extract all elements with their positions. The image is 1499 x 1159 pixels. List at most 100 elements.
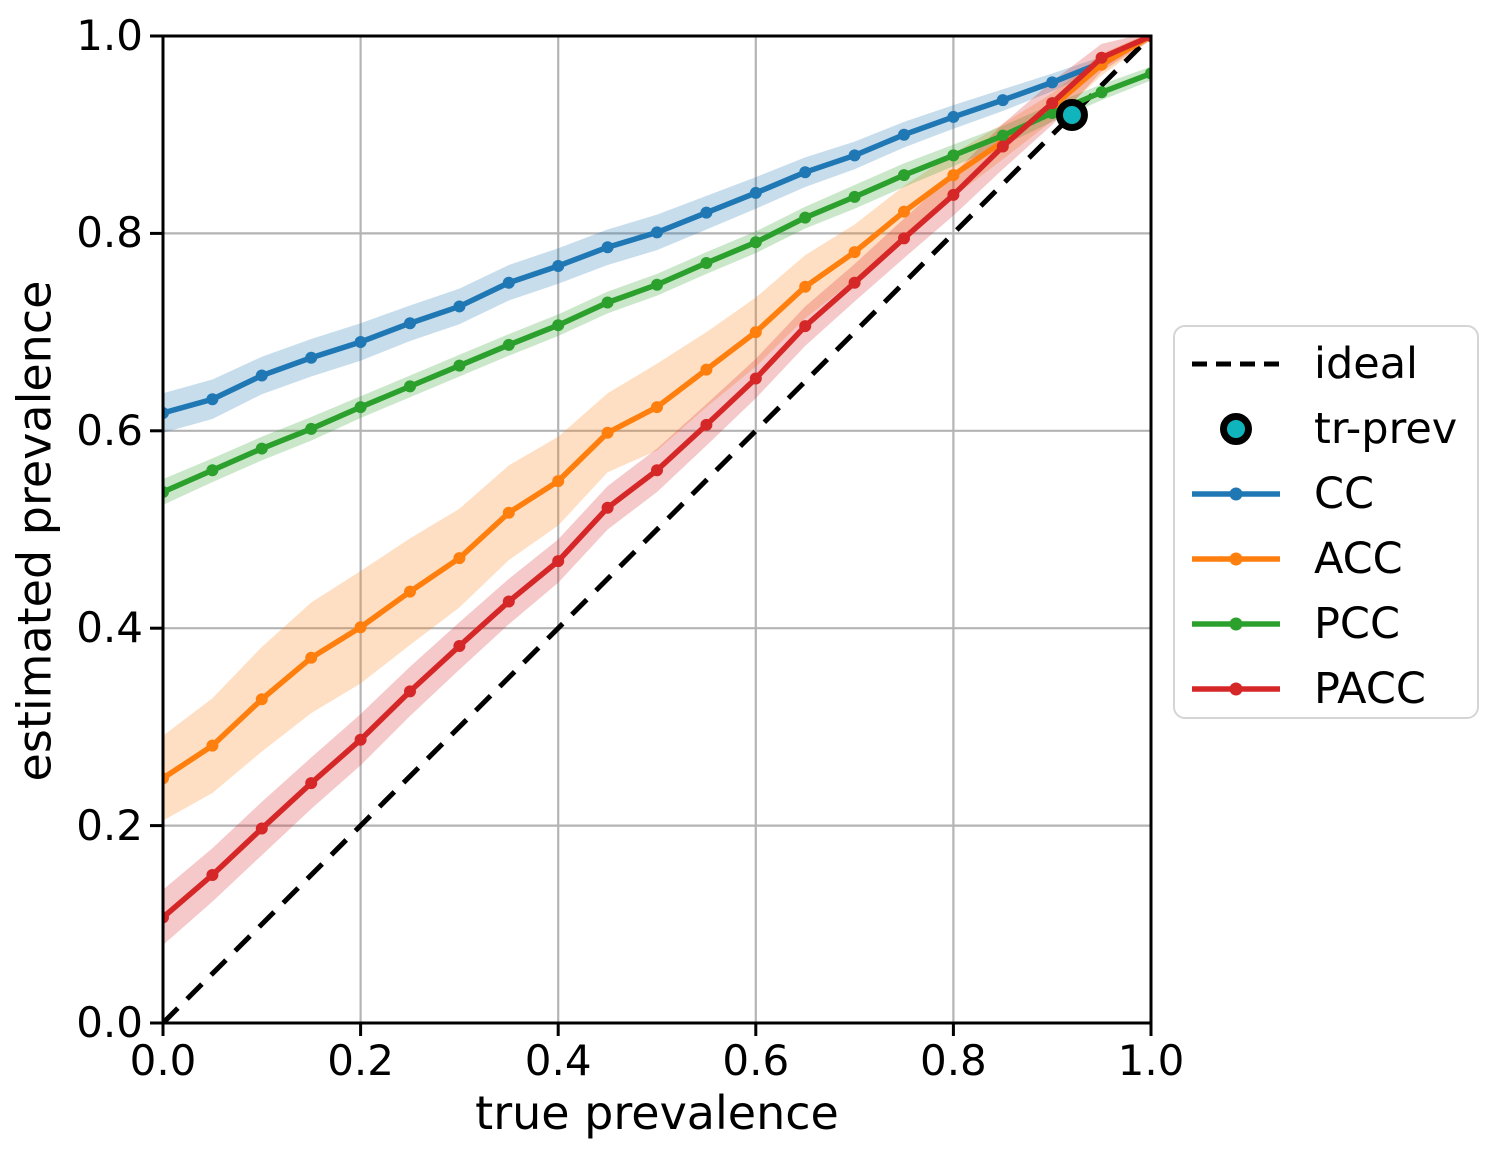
- legend-sample-line-icon: [1192, 487, 1280, 500]
- data-point-CC: [749, 186, 762, 199]
- data-point-CC: [354, 335, 367, 348]
- legend-item-label: PACC: [1314, 663, 1426, 714]
- plot-border: [161, 34, 1153, 1025]
- data-point-PCC: [1095, 86, 1108, 99]
- confidence-band-PACC: [163, 36, 1151, 946]
- data-point-ACC: [453, 552, 466, 565]
- data-point-PCC: [749, 236, 762, 249]
- data-point-CC: [848, 149, 861, 162]
- legend-item-pacc: PACC: [1175, 656, 1477, 721]
- data-point-PCC: [898, 169, 910, 182]
- data-point-PCC: [502, 338, 515, 351]
- data-point-CC: [700, 206, 713, 219]
- data-point-PCC: [354, 401, 367, 414]
- data-point-ACC: [305, 651, 318, 664]
- data-point-CC: [898, 128, 910, 141]
- legend-item-label: ACC: [1314, 533, 1403, 584]
- data-point-PCC: [206, 464, 219, 477]
- data-point-PACC: [996, 140, 1009, 153]
- data-point-PACC: [502, 595, 515, 608]
- legend-item-label: ideal: [1314, 338, 1418, 389]
- data-point-PCC: [799, 211, 812, 224]
- data-point-CC: [996, 94, 1009, 107]
- data-point-PACC: [404, 685, 416, 698]
- data-point-ACC: [749, 326, 762, 339]
- data-point-CC: [1046, 76, 1059, 89]
- data-point-CC: [305, 351, 318, 364]
- data-point-PCC: [305, 422, 318, 435]
- data-point-ACC: [206, 739, 219, 752]
- data-point-PACC: [651, 464, 663, 477]
- legend-sample-line-icon: [1192, 552, 1280, 565]
- data-point-CC: [651, 226, 663, 239]
- legend: ideal tr-prev CC ACC PCC PACC: [1173, 325, 1479, 719]
- data-point-PACC: [453, 639, 466, 652]
- x-tick-label: 0.6: [722, 1036, 790, 1085]
- x-tick-label: 0.4: [524, 1036, 592, 1085]
- ideal-line: [163, 36, 1151, 1023]
- data-point-PCC: [601, 296, 614, 309]
- data-point-CC: [552, 259, 565, 272]
- data-point-ACC: [700, 363, 713, 376]
- data-point-ACC: [404, 585, 416, 598]
- data-point-PCC: [651, 278, 663, 291]
- data-point-CC: [206, 393, 219, 406]
- data-point-PACC: [601, 501, 614, 514]
- data-point-ACC: [502, 506, 515, 519]
- legend-item-pcc: PCC: [1175, 591, 1477, 656]
- data-point-ACC: [354, 621, 367, 634]
- x-tick-label: 0.0: [129, 1036, 197, 1085]
- data-point-PACC: [1095, 51, 1108, 64]
- y-tick-label: 0.2: [76, 800, 143, 850]
- legend-item-acc: ACC: [1175, 526, 1477, 591]
- data-point-ACC: [947, 169, 960, 182]
- legend-sample-line-icon: [1192, 682, 1280, 695]
- data-point-CC: [947, 110, 960, 123]
- tr-prev-marker: [1055, 98, 1088, 131]
- legend-item-label: CC: [1314, 468, 1375, 519]
- data-point-PCC: [552, 319, 565, 332]
- x-tick-label: 1.0: [1117, 1036, 1185, 1085]
- data-point-ACC: [799, 280, 812, 293]
- data-point-ACC: [651, 401, 663, 414]
- y-tick-label: 0.6: [76, 405, 143, 455]
- data-point-PACC: [898, 232, 910, 245]
- data-point-PCC: [700, 257, 713, 270]
- legend-item-label: PCC: [1314, 598, 1400, 649]
- data-point-ACC: [848, 246, 861, 259]
- tick-marks: [150, 34, 1153, 1036]
- data-point-PCC: [255, 442, 268, 455]
- data-point-PACC: [305, 777, 318, 790]
- data-point-PACC: [206, 868, 219, 881]
- data-point-CC: [799, 166, 812, 179]
- data-point-ACC: [255, 693, 268, 706]
- data-point-CC: [502, 276, 515, 289]
- data-point-PCC: [453, 359, 466, 372]
- y-tick-label: 0.4: [76, 603, 143, 653]
- data-point-ACC: [601, 426, 614, 439]
- y-tick-label: 0.8: [76, 208, 143, 258]
- legend-sample-circle-marker-icon: [1220, 412, 1252, 445]
- data-point-CC: [404, 317, 416, 330]
- data-point-PACC: [552, 555, 565, 568]
- data-point-PCC: [848, 190, 861, 203]
- data-point-CC: [601, 241, 614, 254]
- series-PACC: [163, 36, 1151, 924]
- data-point-PACC: [1046, 97, 1059, 110]
- data-point-ACC: [898, 205, 910, 218]
- legend-sample-dashed-line-icon: [1192, 361, 1280, 366]
- data-point-PCC: [1046, 106, 1059, 119]
- data-point-PACC: [848, 276, 861, 289]
- legend-item-cc: CC: [1175, 461, 1477, 526]
- data-point-PACC: [255, 822, 268, 835]
- data-point-ACC: [552, 475, 565, 488]
- legend-item-ideal: ideal: [1175, 331, 1477, 396]
- y-tick-label: 0.0: [76, 998, 143, 1047]
- series-ACC: [163, 36, 1151, 785]
- data-point-PACC: [700, 418, 713, 431]
- x-tick-label: 0.8: [919, 1036, 987, 1085]
- data-point-PACC: [799, 320, 812, 333]
- data-point-PCC: [947, 149, 960, 162]
- data-point-PCC: [404, 380, 416, 393]
